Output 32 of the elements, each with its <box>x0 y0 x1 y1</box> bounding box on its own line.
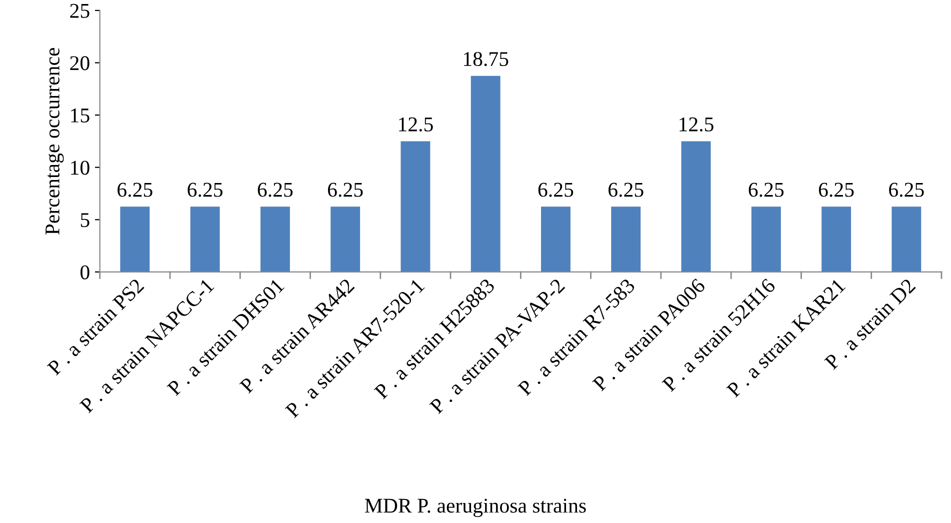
data-label: 6.25 <box>608 182 644 197</box>
data-label: 18.75 <box>464 52 508 66</box>
y-tick-label: 15 <box>71 108 90 122</box>
y-tick-label: 10 <box>71 160 90 175</box>
data-label: 12.5 <box>399 117 433 132</box>
bar <box>470 76 500 272</box>
y-tick-label: 0 <box>80 265 90 280</box>
bar <box>330 206 360 272</box>
y-tick-label: 25 <box>70 4 90 18</box>
y-axis-title: Percentage occurrence <box>46 48 64 235</box>
bar <box>541 206 570 272</box>
bar <box>400 141 430 272</box>
y-tick-label: 5 <box>80 213 90 228</box>
bar <box>190 206 220 272</box>
data-label: 6.25 <box>538 182 574 197</box>
data-label: 6.25 <box>328 182 363 197</box>
data-label: 12.5 <box>680 117 714 132</box>
bar <box>751 206 781 272</box>
data-label: 6.25 <box>118 182 152 197</box>
bar <box>822 206 852 272</box>
data-label: 6.25 <box>188 182 222 197</box>
bar <box>120 206 150 272</box>
bar <box>892 206 922 272</box>
data-label: 6.25 <box>889 182 924 197</box>
bar <box>681 141 711 272</box>
bar <box>611 206 641 272</box>
data-label: 6.25 <box>818 182 854 197</box>
y-tick-label: 20 <box>70 56 90 70</box>
data-label: 6.25 <box>748 182 784 197</box>
data-label: 6.25 <box>258 182 293 197</box>
x-axis-title: MDR P. aeruginosa strains <box>364 498 586 518</box>
bar <box>260 206 290 272</box>
